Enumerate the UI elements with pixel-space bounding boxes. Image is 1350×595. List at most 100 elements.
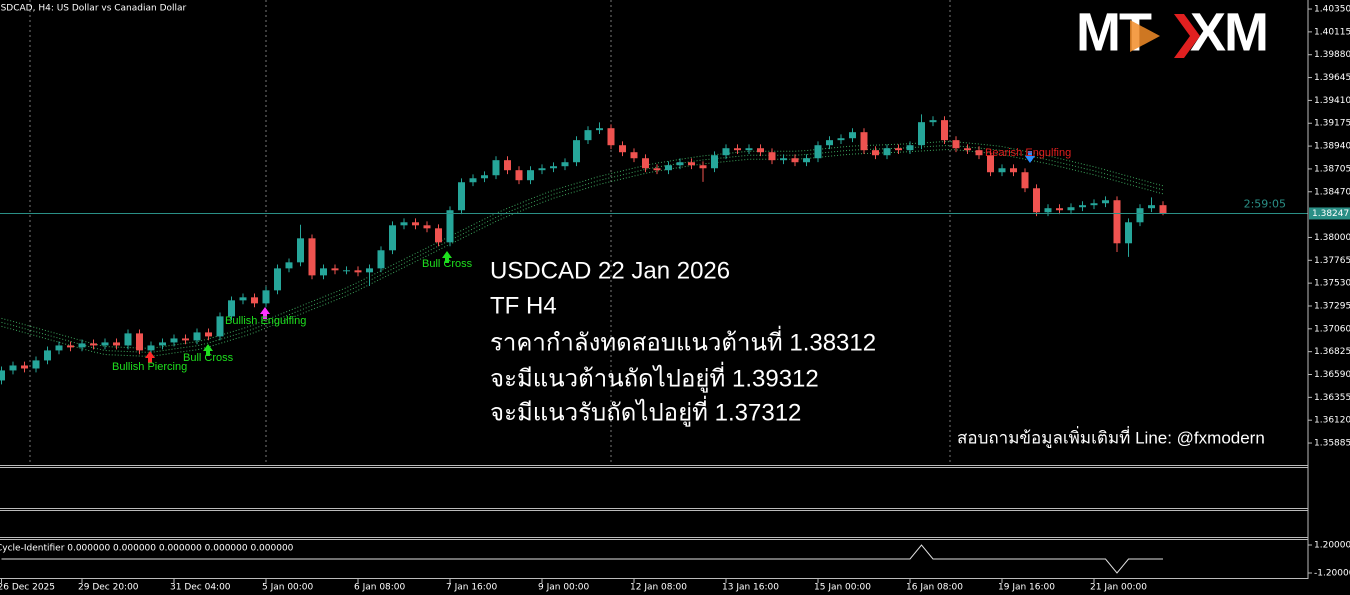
y-tick-label: 1.37295: [1314, 301, 1350, 311]
candle-body: [826, 140, 833, 146]
y-tick-label: 1.36590: [1314, 370, 1350, 380]
candle-body: [251, 297, 258, 304]
candle-body: [423, 225, 431, 229]
x-tick-label: 13 Jan 16:00: [722, 583, 779, 593]
y-tick-label: 1.36355: [1314, 393, 1350, 403]
x-tick-label: 6 Jan 08:00: [354, 583, 406, 593]
candle-body: [814, 145, 822, 159]
signal-label: Bullish Engulfing: [225, 315, 306, 327]
candle-body: [791, 158, 799, 163]
candle-body: [377, 250, 385, 269]
candle-body: [32, 360, 40, 369]
candle-body: [918, 122, 925, 146]
candle-body: [619, 145, 626, 153]
candle-body: [906, 145, 914, 151]
candle-body: [274, 268, 281, 291]
y-tick-label: 1.37530: [1314, 279, 1350, 289]
candle-body: [0, 370, 5, 381]
candle-body: [366, 268, 373, 273]
signal-arrow: [260, 307, 270, 319]
candle-body: [849, 132, 856, 139]
candle-body: [297, 238, 304, 263]
indicator-panel: [0, 539, 1309, 579]
current-price-box: [1309, 207, 1350, 220]
y-tick-label: 1.37060: [1314, 324, 1350, 334]
signal-label: Bearish Engulfing: [985, 147, 1071, 159]
y-tick-label: 1.200000: [1314, 541, 1350, 551]
y-tick-label: 1.36120: [1314, 416, 1350, 426]
candle-body: [607, 128, 615, 146]
y-tick-label: 1.39410: [1314, 96, 1350, 106]
candle-body: [481, 175, 488, 179]
candle-body: [228, 300, 235, 317]
candle-body: [538, 168, 546, 171]
candle-body: [412, 222, 419, 226]
candle-body: [492, 160, 500, 176]
candle-body: [193, 332, 201, 341]
candle-body: [435, 228, 442, 243]
candle-body: [941, 120, 948, 141]
candle-body: [596, 128, 603, 131]
signal-label: Bullish Piercing: [112, 361, 187, 373]
timer: 2:59:05: [1244, 197, 1286, 210]
candle-body: [653, 168, 661, 171]
plot: 2:59:05 Bullish Piercing Bull Cross Bullish…: [0, 0, 1308, 465]
y-tick-label: 1.38470: [1314, 187, 1350, 197]
candle-body: [320, 268, 327, 276]
x-tick-label: 26 Dec 2025: [0, 583, 55, 593]
candle-body: [676, 162, 684, 166]
candle-body: [262, 290, 270, 304]
overlay-line: TF H4: [490, 292, 557, 319]
logo-slash: [1174, 14, 1200, 58]
candle-body: [883, 148, 891, 156]
candle-body: [170, 338, 178, 343]
y-tick-label: 1.36825: [1314, 347, 1350, 357]
y-tick-label: 1.39645: [1314, 73, 1350, 83]
candle-body: [1113, 200, 1121, 244]
signal-arrow: [1025, 151, 1035, 163]
logo: MT XM: [1076, 2, 1269, 62]
chart-header: USDCAD, H4: US Dollar vs Canadian Dollar: [0, 4, 187, 14]
signal-label: Bull Cross: [422, 258, 473, 270]
candle-body: [952, 140, 960, 149]
candle-body: [67, 345, 74, 348]
candle-body: [44, 350, 51, 361]
y-tick-label: -1.200000: [1314, 568, 1350, 578]
candle-body: [722, 148, 730, 156]
candle-body: [1021, 172, 1029, 189]
moving-average: [1, 145, 1164, 353]
overlay-text: USDCAD 22 Jan 2026 TF H4 ราคากำลังทดสอบแ…: [490, 257, 1265, 448]
candle-body: [1148, 205, 1155, 209]
candle-body: [803, 158, 810, 163]
candle-body: [757, 148, 764, 153]
candle-body: [21, 365, 28, 369]
candle-body: [354, 270, 362, 273]
candle-body: [699, 165, 707, 169]
candle-body: [860, 132, 868, 151]
candle-body: [665, 165, 672, 171]
candle-body: [630, 152, 638, 159]
y-tick-label: 1.39880: [1314, 50, 1350, 60]
candle-body: [1079, 205, 1086, 208]
x-tick-label: 16 Jan 08:00: [906, 583, 963, 593]
x-tick-label: 29 Dec 20:00: [78, 583, 139, 593]
current-price-label: 1.38247: [1312, 209, 1349, 219]
overlay-line: จะมีแนวต้านถัดไปอยู่ที่ 1.39312: [490, 361, 819, 393]
candle-body: [285, 262, 293, 269]
candle-body: [1044, 208, 1052, 213]
candle-body: [389, 225, 396, 251]
candle-body: [469, 178, 477, 183]
candle-body: [1136, 208, 1144, 223]
candle-body: [113, 342, 120, 346]
indicator-line: [1, 544, 1163, 574]
candle-body: [987, 155, 994, 173]
candle-body: [573, 140, 580, 163]
signal-arrow: [442, 251, 452, 263]
candle-body: [527, 170, 534, 181]
candle-body: [458, 182, 465, 211]
x-tick-label: 5 Jan 00:00: [262, 583, 314, 593]
y-tick-label: 1.38000: [1314, 233, 1350, 243]
candle-body: [837, 138, 845, 141]
